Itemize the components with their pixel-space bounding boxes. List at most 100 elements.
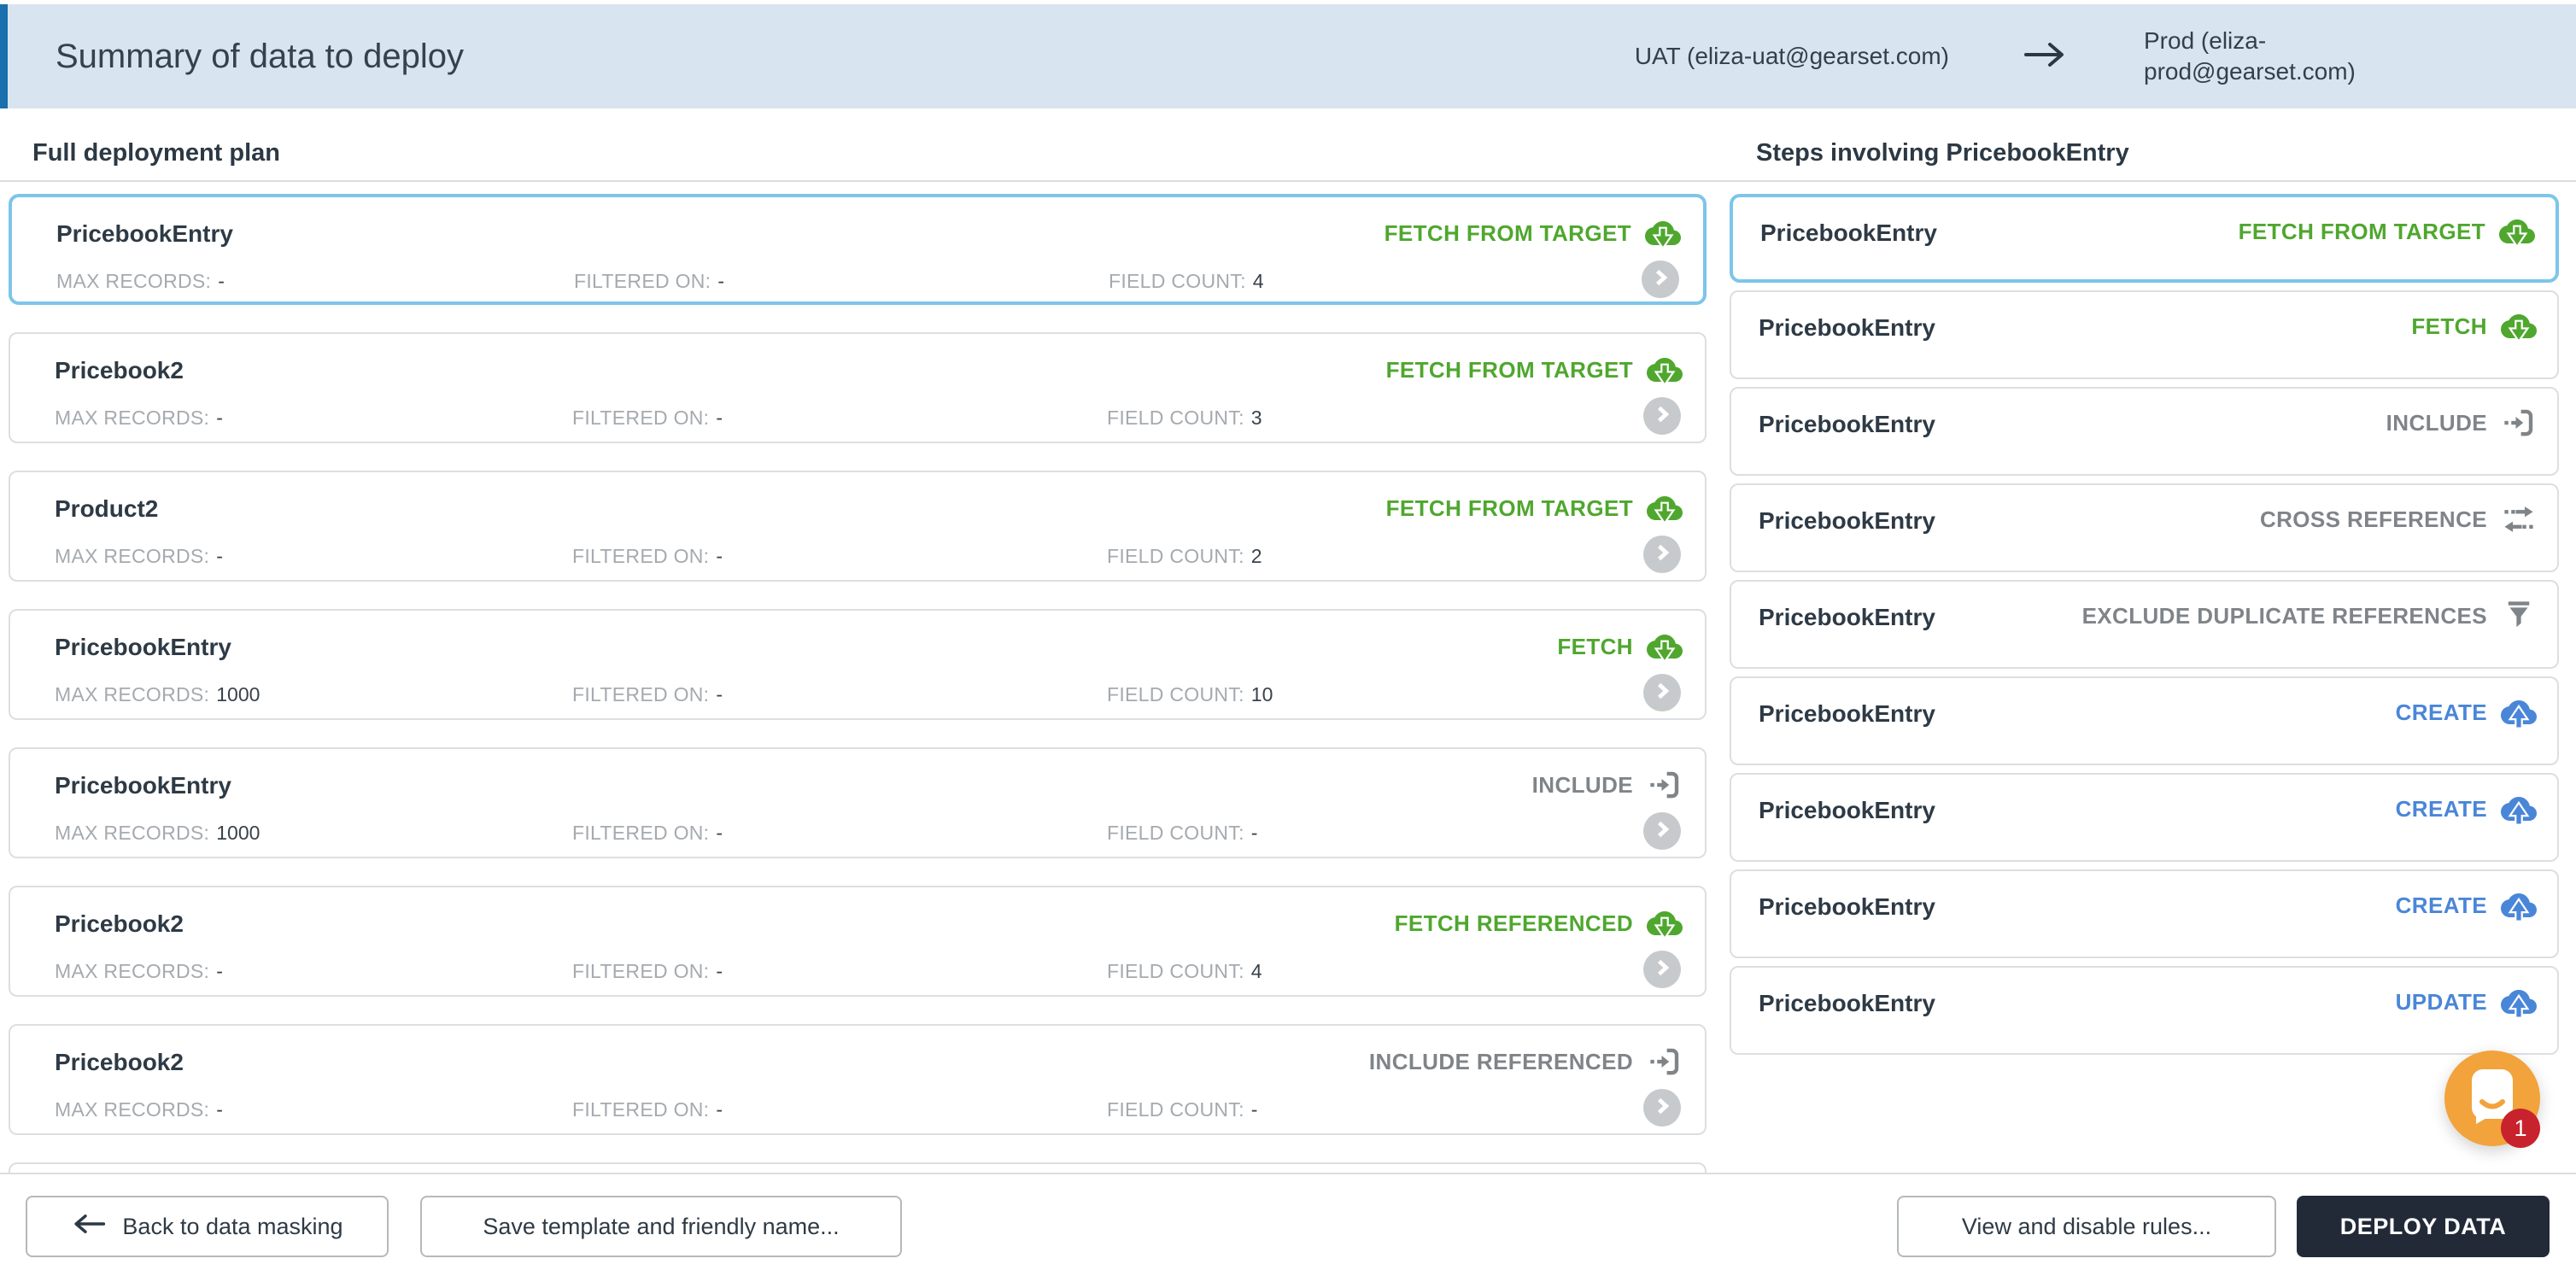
arrow-right-icon	[2024, 38, 2069, 76]
meta-filtered-on-label: FILTERED ON:	[572, 545, 710, 567]
deployment-step-card[interactable]: PricebookEntry CROSS REFERENCE	[1730, 483, 2559, 572]
card-object-name: PricebookEntry	[1759, 990, 1935, 1016]
deployment-step-card[interactable]: PricebookEntry INCLUDE MAX RECORDS: 1000 …	[9, 747, 1707, 858]
deployment-step-card[interactable]: PricebookEntry FETCH MAX RECORDS: 1000 FI…	[9, 609, 1707, 720]
deployment-step-card[interactable]: PricebookEntry CREATE	[1730, 773, 2559, 862]
card-action-label: FETCH FROM TARGET	[1385, 495, 1633, 521]
deployment-step-card[interactable]: Pricebook2 FETCH REFERENCED MAX RECORDS:…	[9, 886, 1707, 997]
chevron-right-icon	[1649, 1093, 1675, 1123]
expand-step-button[interactable]	[1643, 1089, 1681, 1127]
card-object-name: PricebookEntry	[55, 634, 231, 660]
meta-filtered-on: FILTERED ON: -	[572, 407, 723, 430]
bottom-divider	[0, 1173, 2576, 1174]
card-object-name: PricebookEntry	[1759, 893, 1935, 920]
meta-max-records: MAX RECORDS: -	[55, 960, 223, 983]
target-org-label: Prod (eliza-prod@gearset.com)	[2144, 26, 2356, 85]
expand-step-button[interactable]	[1643, 812, 1681, 850]
meta-field-count-label: FIELD COUNT:	[1107, 407, 1244, 429]
card-object-name: PricebookEntry	[1759, 604, 1935, 630]
meta-field-count: FIELD COUNT: 4	[1107, 960, 1262, 983]
expand-step-button[interactable]	[1643, 951, 1681, 988]
meta-filtered-on-label: FILTERED ON:	[572, 683, 710, 705]
import-icon	[1647, 1044, 1683, 1080]
meta-max-records-label: MAX RECORDS:	[55, 545, 210, 567]
meta-max-records-label: MAX RECORDS:	[55, 960, 210, 982]
card-action: FETCH	[1557, 628, 1683, 665]
card-action-label: CROSS REFERENCE	[2259, 506, 2487, 532]
card-action: CROSS REFERENCE	[2260, 502, 2537, 536]
deployment-step-card[interactable]: PricebookEntry CREATE	[1730, 869, 2559, 958]
deployment-step-card[interactable]: PricebookEntry FETCH FROM TARGET MAX REC…	[9, 194, 1707, 305]
meta-max-records: MAX RECORDS: -	[55, 1098, 223, 1121]
meta-max-records-value: 1000	[216, 822, 261, 844]
arrow-left-icon	[71, 1209, 106, 1244]
back-to-data-masking-button[interactable]: Back to data masking	[26, 1196, 389, 1257]
chevron-right-icon	[1649, 401, 1675, 431]
deployment-step-card[interactable]: Product2 FETCH FROM TARGET MAX RECORDS: -…	[9, 471, 1707, 582]
cloud-download-icon	[1647, 629, 1683, 664]
deployment-step-card[interactable]: PricebookEntry FETCH	[1730, 290, 2559, 379]
card-action: INCLUDE	[2386, 406, 2537, 440]
deployment-step-card[interactable]: PricebookEntry INCLUDE	[1730, 387, 2559, 476]
deployment-step-card[interactable]: PricebookEntry EXCLUDE DUPLICATE REFEREN…	[1730, 580, 2559, 669]
meta-max-records-label: MAX RECORDS:	[55, 407, 210, 429]
meta-field-count-label: FIELD COUNT:	[1107, 545, 1244, 567]
meta-field-count-value: 2	[1250, 545, 1262, 567]
expand-step-button[interactable]	[1643, 674, 1681, 711]
expand-step-button[interactable]	[1643, 397, 1681, 435]
chevron-right-icon	[1649, 540, 1675, 570]
expand-step-button[interactable]	[1642, 260, 1679, 298]
deployment-step-card[interactable]: PricebookEntry CREATE	[1730, 676, 2559, 765]
meta-field-count-label: FIELD COUNT:	[1107, 960, 1244, 982]
card-action-label: FETCH REFERENCED	[1394, 910, 1633, 936]
card-action-label: UPDATE	[2395, 988, 2487, 1015]
cloud-download-icon	[1647, 905, 1683, 941]
clipped-card[interactable]	[9, 1162, 1707, 1173]
card-action: FETCH REFERENCED	[1395, 904, 1683, 942]
deploy-data-button[interactable]: DEPLOY DATA	[2297, 1196, 2550, 1257]
deployment-step-card[interactable]: PricebookEntry FETCH FROM TARGET	[1730, 194, 2559, 283]
card-object-name: PricebookEntry	[55, 772, 231, 799]
meta-field-count-label: FIELD COUNT:	[1107, 683, 1244, 705]
meta-filtered-on-label: FILTERED ON:	[572, 822, 710, 844]
meta-max-records-label: MAX RECORDS:	[56, 270, 212, 292]
card-action: FETCH FROM TARGET	[1386, 351, 1683, 389]
chevron-right-icon	[1649, 955, 1675, 985]
meta-max-records: MAX RECORDS: -	[56, 270, 225, 293]
card-action-label: EXCLUDE DUPLICATE REFERENCES	[2081, 602, 2487, 629]
top-divider	[0, 180, 2576, 182]
import-icon	[2501, 405, 2537, 441]
meta-max-records-value: -	[216, 545, 223, 567]
meta-max-records: MAX RECORDS: -	[55, 407, 223, 430]
chevron-right-icon	[1649, 678, 1675, 708]
meta-field-count-label: FIELD COUNT:	[1109, 270, 1246, 292]
save-template-button[interactable]: Save template and friendly name...	[420, 1196, 902, 1257]
save-button-label: Save template and friendly name...	[483, 1213, 840, 1239]
deploy-button-label: DEPLOY DATA	[2339, 1213, 2507, 1239]
view-disable-rules-button[interactable]: View and disable rules...	[1897, 1196, 2276, 1257]
card-action-label: CREATE	[2395, 795, 2487, 822]
cloud-upload-icon	[2501, 887, 2537, 923]
expand-step-button[interactable]	[1643, 536, 1681, 573]
card-action-label: INCLUDE	[1531, 771, 1633, 798]
cloud-download-icon	[2499, 214, 2535, 249]
meta-max-records-value: -	[218, 270, 225, 292]
deployment-step-card[interactable]: Pricebook2 INCLUDE REFERENCED MAX RECORD…	[9, 1024, 1707, 1135]
meta-field-count-value: -	[1250, 1098, 1258, 1121]
card-object-name: Pricebook2	[55, 910, 184, 937]
source-org-label: UAT (eliza-uat@gearset.com)	[1634, 43, 1949, 69]
card-object-name: Pricebook2	[55, 357, 184, 383]
meta-filtered-on: FILTERED ON: -	[572, 822, 723, 845]
deployment-step-card[interactable]: Pricebook2 FETCH FROM TARGET MAX RECORDS…	[9, 332, 1707, 443]
cloud-upload-icon	[2501, 791, 2537, 827]
meta-max-records-value: -	[216, 1098, 223, 1121]
deployment-step-card[interactable]: PricebookEntry UPDATE	[1730, 966, 2559, 1055]
card-object-name: PricebookEntry	[1759, 411, 1935, 437]
funnel-icon	[2501, 598, 2537, 634]
meta-max-records-label: MAX RECORDS:	[55, 822, 210, 844]
meta-filtered-on-value: -	[716, 960, 723, 982]
header: Summary of data to deploy UAT (eliza-uat…	[0, 4, 2576, 108]
card-action: FETCH	[2411, 309, 2537, 343]
card-object-name: PricebookEntry	[1760, 219, 1937, 246]
card-action-label: FETCH	[1557, 633, 1633, 659]
